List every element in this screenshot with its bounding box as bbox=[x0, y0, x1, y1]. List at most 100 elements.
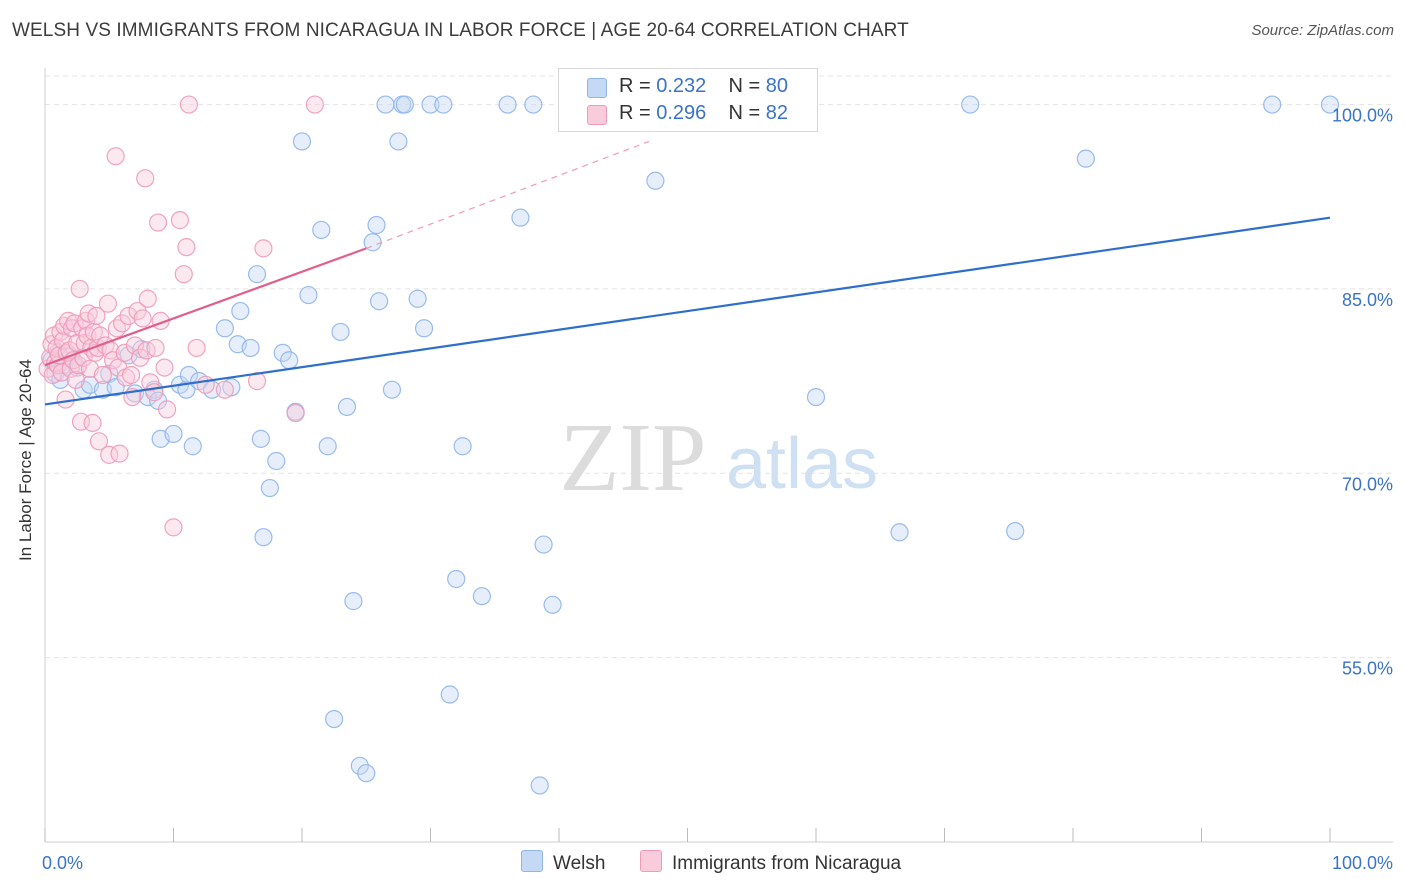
nicaragua-point-82 bbox=[305, 95, 324, 114]
welsh-point-78 bbox=[1263, 95, 1282, 114]
nicaragua-point-39 bbox=[89, 432, 109, 451]
welsh-trend-line bbox=[44, 216, 1331, 406]
welsh-point-73 bbox=[806, 387, 826, 407]
welsh-point-29 bbox=[231, 301, 250, 321]
welsh-point-52 bbox=[376, 95, 395, 114]
legend-text-nicaragua: R = 0.296 N = 82 bbox=[619, 102, 788, 125]
nicaragua-point-61 bbox=[136, 169, 155, 188]
watermark-atlas: atlas bbox=[726, 424, 878, 504]
welsh-point-72 bbox=[646, 171, 665, 190]
welsh-point-63 bbox=[453, 437, 472, 456]
x-tick-label-1: 100.0% bbox=[1332, 853, 1393, 873]
gridlines bbox=[45, 75, 1393, 659]
welsh-point-46 bbox=[344, 592, 363, 611]
nicaragua-point-24 bbox=[70, 279, 89, 299]
nicaragua-point-60 bbox=[133, 309, 152, 328]
welsh-point-61 bbox=[440, 685, 459, 704]
welsh-point-56 bbox=[395, 95, 414, 114]
legend-n-value-nicaragua: 82 bbox=[765, 102, 789, 124]
legend-r-value-nicaragua: 0.296 bbox=[656, 102, 707, 124]
nicaragua-point-50 bbox=[110, 444, 129, 463]
nicaragua-point-34 bbox=[83, 413, 102, 432]
nicaragua-point-59 bbox=[130, 348, 150, 367]
nicaragua-point-75 bbox=[179, 95, 199, 114]
watermark-zip: ZIP bbox=[560, 404, 707, 512]
legend-r-label: R = bbox=[619, 75, 651, 97]
bottom-legend-swatch-welsh bbox=[521, 850, 543, 872]
welsh-point-65 bbox=[498, 95, 517, 114]
welsh-point-59 bbox=[421, 95, 440, 114]
trend-lines bbox=[44, 140, 1331, 406]
welsh-point-34 bbox=[260, 478, 279, 498]
welsh-point-35 bbox=[267, 451, 286, 471]
welsh-point-31 bbox=[247, 265, 267, 284]
welsh-point-48 bbox=[357, 764, 376, 783]
nicaragua-trend-line bbox=[44, 247, 367, 367]
welsh-point-60 bbox=[434, 95, 453, 114]
axes bbox=[44, 68, 1393, 843]
nicaragua-point-55 bbox=[121, 365, 141, 385]
welsh-point-23 bbox=[183, 437, 202, 456]
welsh-point-40 bbox=[299, 285, 318, 305]
welsh-point-33 bbox=[254, 528, 273, 547]
welsh-point-66 bbox=[511, 208, 530, 227]
y-tick-label-1: 70.0% bbox=[1342, 474, 1393, 494]
nicaragua-point-71 bbox=[164, 518, 183, 537]
welsh-point-50 bbox=[367, 215, 386, 235]
welsh-point-77 bbox=[1076, 149, 1095, 168]
bottom-legend-welsh: Welsh bbox=[521, 850, 605, 875]
welsh-point-32 bbox=[251, 429, 270, 448]
nicaragua-trend-extension bbox=[366, 140, 650, 249]
welsh-point-74 bbox=[890, 523, 909, 542]
nicaragua-point-41 bbox=[93, 365, 112, 385]
nicaragua-point-67 bbox=[148, 213, 168, 232]
nicaragua-point-25 bbox=[71, 412, 91, 431]
y-tick-label-0: 55.0% bbox=[1342, 659, 1393, 679]
welsh-point-19 bbox=[164, 424, 183, 444]
nicaragua-point-37 bbox=[87, 306, 106, 326]
nicaragua-point-74 bbox=[177, 238, 196, 257]
legend-swatch-welsh bbox=[587, 78, 607, 98]
welsh-point-47 bbox=[350, 756, 369, 775]
nicaragua-point-54 bbox=[119, 306, 138, 326]
nicaragua-point-47 bbox=[106, 147, 125, 166]
legend-r-value-welsh: 0.232 bbox=[656, 75, 707, 97]
legend-swatch-nicaragua bbox=[587, 105, 607, 125]
nicaragua-points bbox=[38, 95, 324, 537]
nicaragua-point-69 bbox=[155, 358, 174, 377]
legend-r-label: R = bbox=[619, 102, 651, 124]
welsh-point-57 bbox=[408, 289, 427, 308]
nicaragua-point-63 bbox=[138, 289, 157, 308]
welsh-point-76 bbox=[1006, 521, 1025, 541]
nicaragua-point-77 bbox=[196, 375, 215, 394]
legend-n-label: N = bbox=[728, 75, 761, 97]
welsh-point-43 bbox=[325, 709, 344, 729]
welsh-point-39 bbox=[292, 132, 312, 151]
nicaragua-point-78 bbox=[215, 380, 234, 399]
welsh-point-51 bbox=[370, 292, 389, 311]
y-tick-label-3: 100.0% bbox=[1332, 106, 1393, 126]
bottom-legend-label-welsh: Welsh bbox=[553, 853, 606, 874]
legend-n-label: N = bbox=[728, 102, 761, 124]
y-axis-label: In Labor Force | Age 20-64 bbox=[16, 359, 35, 561]
tick-labels: 55.0% 70.0% 85.0% 100.0% 0.0% 100.0% bbox=[42, 106, 1393, 873]
welsh-point-67 bbox=[524, 95, 543, 114]
bottom-legend-nicaragua: Immigrants from Nicaragua bbox=[640, 850, 901, 875]
y-tick-label-2: 85.0% bbox=[1342, 290, 1393, 310]
watermark: ZIP atlas bbox=[560, 404, 879, 512]
welsh-point-75 bbox=[961, 95, 980, 114]
welsh-point-26 bbox=[215, 319, 234, 338]
nicaragua-point-72 bbox=[170, 211, 190, 230]
nicaragua-point-64 bbox=[141, 373, 160, 392]
welsh-point-69 bbox=[534, 535, 553, 554]
source-label: Source: ZipAtlas.com bbox=[1251, 22, 1394, 39]
welsh-point-64 bbox=[472, 587, 491, 606]
x-tick-label-0: 0.0% bbox=[42, 853, 83, 873]
welsh-point-44 bbox=[331, 322, 350, 342]
welsh-point-42 bbox=[318, 437, 337, 456]
legend-n-value-welsh: 80 bbox=[765, 75, 789, 97]
nicaragua-point-76 bbox=[187, 338, 206, 358]
welsh-point-54 bbox=[389, 132, 408, 151]
nicaragua-point-51 bbox=[112, 314, 132, 333]
